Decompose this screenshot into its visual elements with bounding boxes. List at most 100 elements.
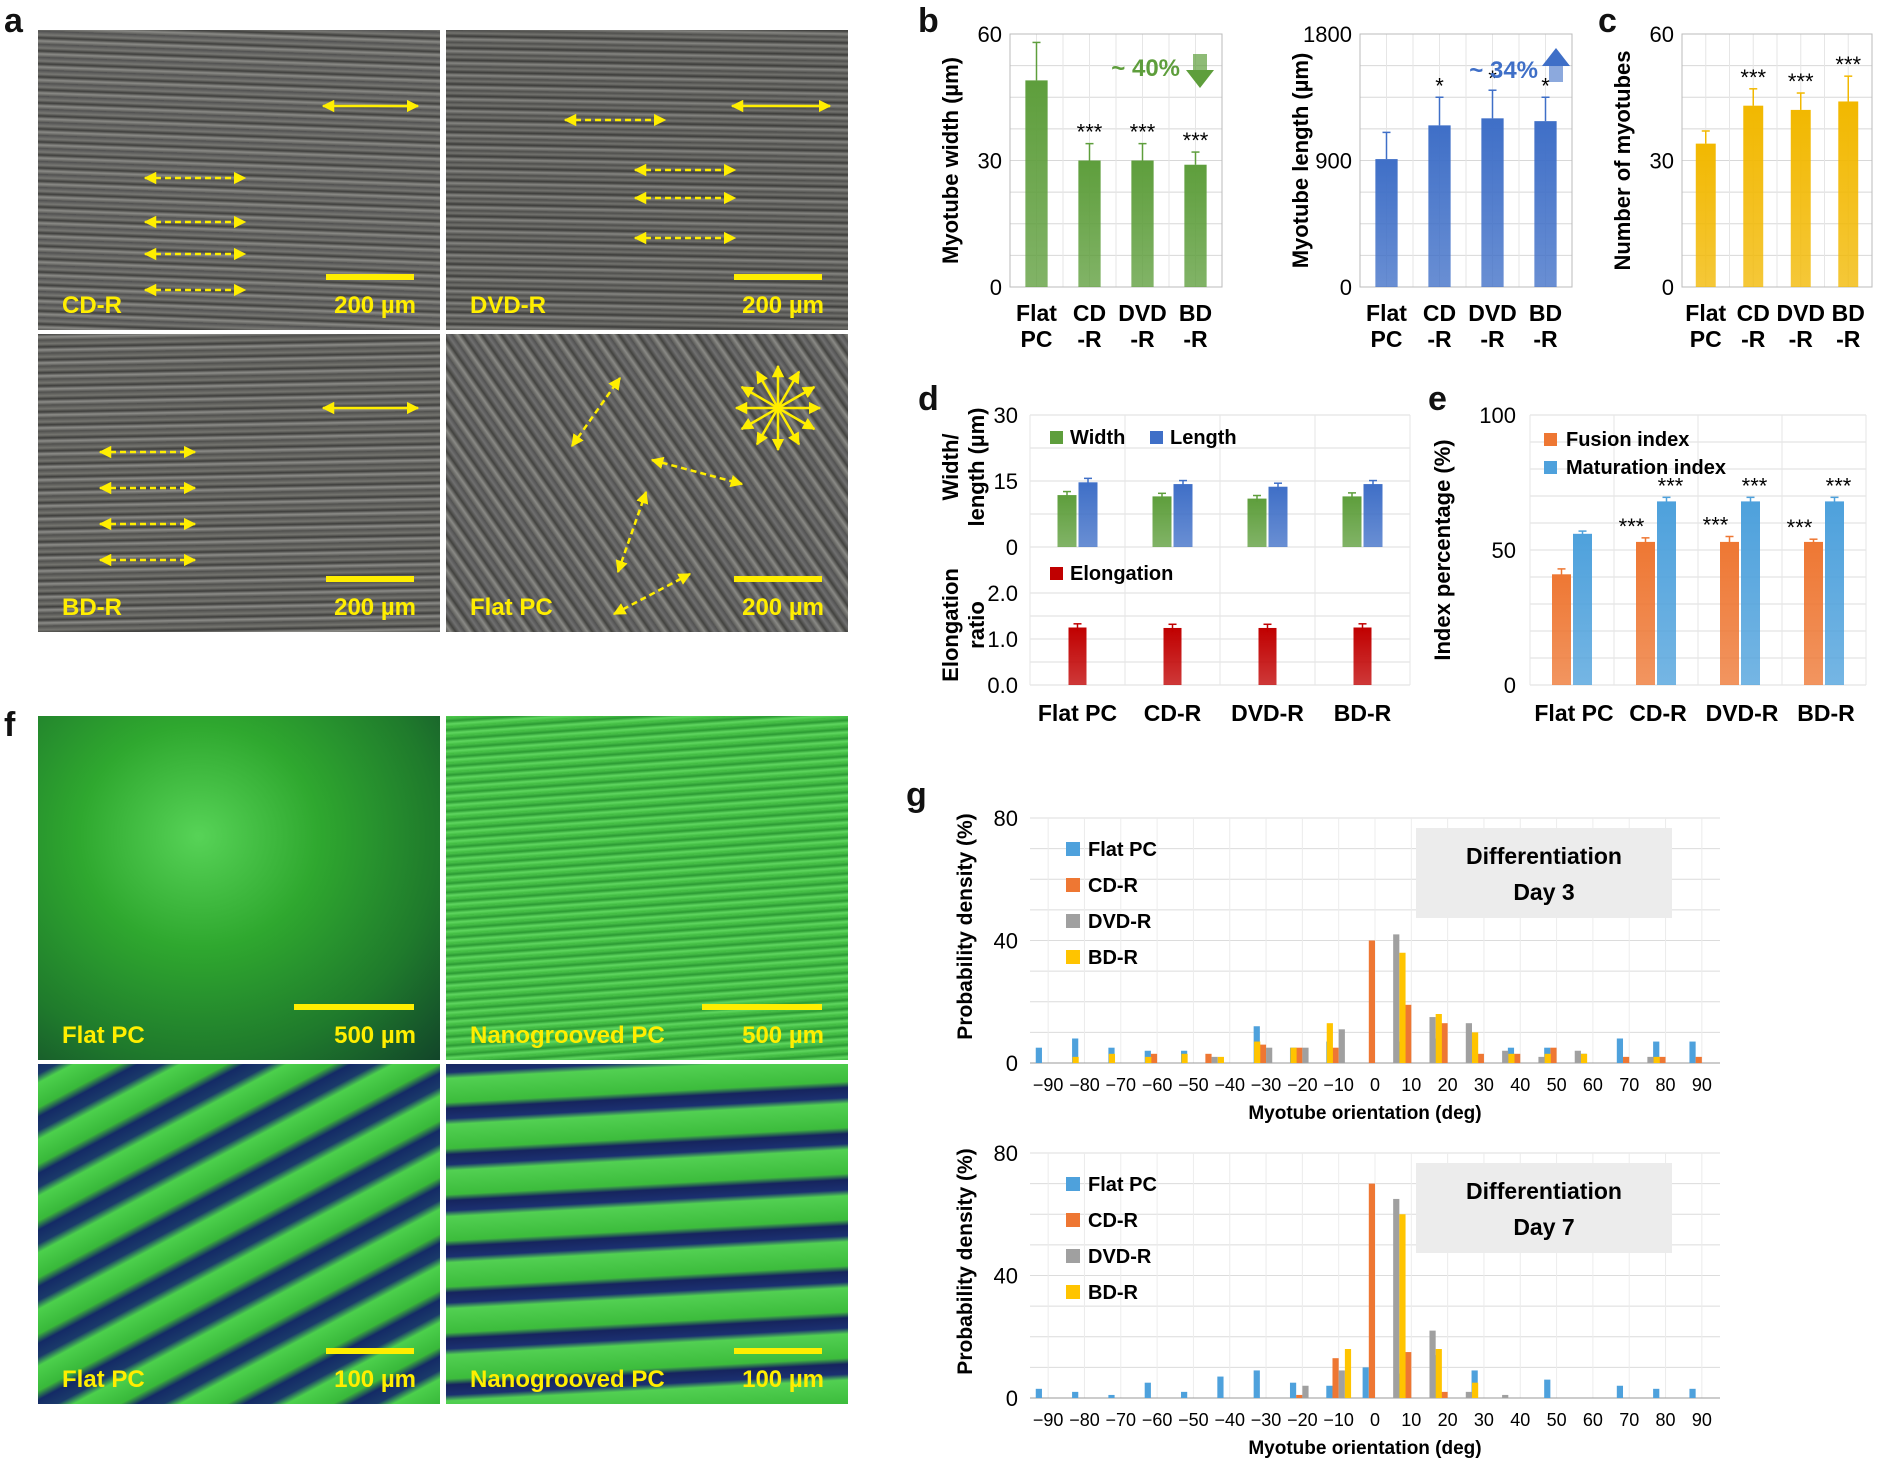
legend-swatch (1544, 461, 1557, 474)
significance-mark: *** (1130, 120, 1156, 145)
x-tick-label: BD-R (1334, 700, 1392, 726)
x-tick-label: CD-R (1629, 700, 1687, 726)
bar (1247, 498, 1267, 547)
bar (1258, 627, 1277, 685)
scale-bar-label: 500 µm (334, 1022, 416, 1049)
legend-swatch (1066, 1285, 1080, 1299)
scale-bar-label: 200 µm (334, 594, 416, 621)
reduction-annotation: ~ 40% (1111, 55, 1180, 82)
bar (1743, 105, 1764, 287)
y-tick-label: 0.0 (987, 673, 1018, 698)
x-tick-label: 10 (1401, 1410, 1421, 1430)
bar (1405, 1004, 1412, 1063)
bar (1508, 1053, 1515, 1063)
x-tick-label: Flat PC (1685, 300, 1726, 352)
bar (1057, 495, 1077, 547)
chart-index-percentage: 0 50 100 Index percentage (%) Fusion index Ma… (1430, 403, 1867, 726)
significance-mark: * (1488, 66, 1497, 91)
bar (1790, 109, 1811, 288)
legend-swatch (1066, 878, 1080, 892)
starburst-ray (776, 370, 801, 409)
legend-swatch (1066, 950, 1080, 964)
bar (1253, 1370, 1260, 1398)
chart-orientation-day7: 0 40 80 Probability density (%) −90 −80 −70 −60… (954, 1141, 1720, 1459)
bar (1266, 1047, 1273, 1063)
bar (1068, 627, 1087, 685)
bar (1441, 1391, 1448, 1398)
bar (1363, 484, 1383, 547)
legend-swatch (1050, 431, 1063, 444)
fluorescence-label: Nanogrooved PC (470, 1022, 665, 1049)
scale-bar (702, 1004, 822, 1010)
bar (1025, 80, 1048, 287)
up-arrow-icon-shaft (1549, 66, 1563, 82)
legend-label: CD-R (1088, 875, 1139, 897)
x-tick-label: DVD-R (1468, 300, 1517, 352)
bar (1035, 1047, 1042, 1063)
bar (1290, 1047, 1297, 1063)
bar (1072, 1038, 1079, 1063)
bar (1217, 1056, 1224, 1063)
chart-title-line2: Day 7 (1513, 1214, 1574, 1240)
bar (1514, 1053, 1521, 1063)
y-tick-label: 1800 (1303, 22, 1352, 47)
legend-swatch (1066, 1213, 1080, 1227)
bar (1205, 1053, 1212, 1063)
legend-swatch (1050, 567, 1063, 580)
significance-mark: * (1435, 73, 1444, 98)
x-tick-label: −80 (1069, 1410, 1100, 1430)
bar (1574, 1050, 1581, 1063)
y-tick-label: 80 (994, 1141, 1018, 1166)
bar (1653, 1056, 1660, 1063)
up-arrow-icon (1542, 48, 1570, 66)
starburst-ray (777, 385, 816, 410)
scale-bar (734, 576, 822, 582)
x-tick-label: −70 (1106, 1075, 1137, 1095)
bar (1362, 1367, 1369, 1398)
scale-bar (326, 1348, 414, 1354)
y-tick-label: 40 (994, 1264, 1018, 1289)
bar (1534, 121, 1557, 288)
fluorescence-label: Nanogrooved PC (470, 1366, 665, 1393)
bar (1441, 1023, 1448, 1063)
legend-label: Flat PC (1088, 1174, 1157, 1196)
bar (1184, 164, 1207, 287)
legend-swatch (1066, 842, 1080, 856)
bar (1428, 125, 1451, 287)
y-axis-label: Number of myotubes (1610, 50, 1635, 270)
chart-myotube-width: 0 30 60 Myotube width (µm) Flat PC *** CD -R *** D… (938, 22, 1223, 352)
x-axis-label: Myotube orientation (deg) (1248, 1103, 1481, 1124)
x-tick-label: 70 (1619, 1410, 1639, 1430)
y-axis-label: Probability density (%) (954, 1148, 977, 1374)
fluorescence-label: Flat PC (62, 1366, 145, 1393)
down-arrow-icon (1186, 70, 1214, 88)
x-tick-label: −20 (1287, 1075, 1318, 1095)
bar (1393, 1198, 1400, 1398)
panel-label-e: e (1428, 380, 1447, 418)
bar (1573, 533, 1592, 685)
legend-swatch (1544, 433, 1557, 446)
significance-mark: *** (1826, 473, 1852, 498)
x-tick-label: −30 (1251, 1075, 1282, 1095)
y-tick-label: 900 (1315, 149, 1352, 174)
bar (1544, 1053, 1551, 1063)
bar (1502, 1394, 1509, 1398)
bar (1078, 482, 1098, 547)
x-tick-label: −50 (1178, 1410, 1209, 1430)
bar (1636, 541, 1655, 685)
y-tick-label: 100 (1479, 403, 1516, 428)
legend-swatch (1066, 1177, 1080, 1191)
x-tick-label: CD-R (1144, 700, 1202, 726)
title-box (1416, 1163, 1672, 1253)
bar (1653, 1041, 1660, 1063)
x-tick-label: 60 (1583, 1075, 1603, 1095)
bar (1471, 1032, 1479, 1063)
significance-mark: *** (1835, 52, 1861, 77)
bar (1435, 1014, 1442, 1063)
bar (1211, 1056, 1218, 1063)
y-tick-label: 0 (1504, 673, 1516, 698)
bar (1078, 160, 1101, 287)
panel-label-c: c (1598, 2, 1617, 40)
bar (1657, 501, 1676, 685)
micrograph-dvd-r: DVD-R 200 µm (446, 30, 848, 330)
